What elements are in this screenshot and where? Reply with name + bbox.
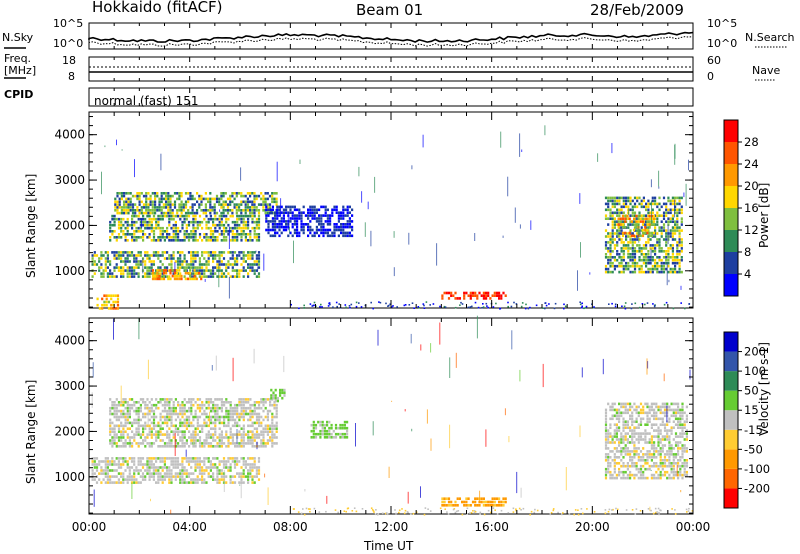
velocity-colorbar-swatch: [724, 371, 738, 391]
power-region-0: [96, 294, 120, 310]
noise-sky-label: N.Sky: [2, 31, 34, 44]
velocity-colorbar-tick-label: -15: [744, 423, 763, 437]
noise-tick-top-left: 10^5: [53, 17, 84, 30]
power-colorbar-tick-label: 24: [744, 157, 759, 171]
nave-label: Nave: [752, 64, 781, 77]
power-colorbar-swatch: [724, 142, 738, 164]
x-tick-label: 12:00: [374, 520, 409, 534]
velocity-colorbar-swatch: [724, 351, 738, 372]
power-speckle: [101, 125, 691, 310]
noise-and-freq-traces: [4, 23, 787, 106]
freq-label: Freq.: [4, 52, 32, 65]
noise-search-label: N.Search: [745, 31, 795, 44]
velocity-colorbar-tick-label: -200: [744, 481, 770, 495]
power-region-7: [604, 196, 683, 274]
nave-tick-top: 60: [707, 54, 721, 67]
y-tick-label: 3000: [54, 379, 85, 393]
velocity-colorbar-tick-label: 200: [744, 345, 766, 359]
y-tick-label: 4000: [54, 128, 85, 142]
plot-title: Hokkaido (fitACF): [92, 0, 223, 16]
y-tick-label: 3000: [54, 173, 85, 187]
velocity-region-0: [91, 457, 261, 484]
power-colorbar-tick-label: 28: [744, 135, 759, 149]
cpid-text: normal (fast) 151: [94, 94, 199, 108]
power-colorbar-tick-label: 4: [744, 267, 751, 281]
velocity-colorbar-swatch: [724, 410, 738, 430]
x-tick-label: 00:00: [72, 520, 107, 534]
power-colorbar-tick-label: 8: [744, 245, 751, 259]
power-colorbar-tick-label: 12: [744, 223, 759, 237]
velocity-region-3: [310, 420, 349, 439]
colorbars: 4 8 12 16 20 24 28 -200 -100 -50 -15 15 50 100 200: [723, 119, 770, 509]
velocity-region-5: [604, 402, 688, 480]
freq-tick-bottom: 8: [68, 70, 75, 83]
y-tick-label: 1000: [54, 264, 85, 278]
velocity-colorbar-swatch: [724, 429, 738, 450]
velocity-colorbar-tick-label: -100: [744, 462, 770, 476]
power-region-4: [114, 192, 278, 215]
x-tick-label: 04:00: [172, 520, 207, 534]
power-region-3: [109, 214, 261, 242]
power-colorbar-swatch: [724, 120, 738, 142]
x-tick-label: 20:00: [575, 520, 610, 534]
freq-tick-top: 18: [62, 54, 76, 67]
power-colorbar-swatch: [724, 164, 738, 186]
velocity-region-2: [270, 388, 286, 403]
power-region-5: [265, 205, 354, 238]
power-colorbar-swatch: [724, 230, 738, 252]
power-colorbar-swatch: [724, 252, 738, 274]
freq-unit-label: [MHz]: [4, 64, 37, 77]
noise-tick-bottom-left: 10^0: [53, 37, 84, 50]
power-colorbar-swatch: [724, 274, 738, 296]
velocity-region-4: [441, 497, 507, 507]
velocity-colorbar-swatch: [724, 488, 738, 508]
cpid-label: CPID: [4, 88, 34, 101]
velocity-region-1: [109, 398, 278, 448]
velocity-panel: 1000 2000 3000 4000 00:00 04:00 08:00 12:00 16:0…: [54, 315, 711, 534]
x-tick-label: 16:00: [474, 520, 509, 534]
noise-sky-trace: [88, 31, 694, 43]
velocity-colorbar-tick-label: 15: [744, 403, 759, 417]
nave-tick-bottom: 0: [707, 70, 714, 83]
date-label: 28/Feb/2009: [590, 1, 684, 19]
velocity-colorbar-swatch: [724, 332, 738, 352]
power-colorbar-swatch: [724, 186, 738, 208]
power-colorbar-tick-label: 16: [744, 201, 759, 215]
noise-tick-bottom-right: 10^0: [707, 37, 738, 50]
velocity-colorbar-tick-label: 100: [744, 364, 766, 378]
power-panel: 1000 2000 3000 4000: [54, 111, 694, 310]
noise-tick-top-right: 10^5: [707, 17, 738, 30]
power-region-2: [151, 269, 203, 281]
velocity-colorbar-tick-label: -50: [744, 442, 763, 456]
x-tick-label: 00:00: [676, 520, 711, 534]
y-tick-label: 2000: [54, 424, 85, 438]
velocity-speckle: [91, 315, 694, 516]
velocity-colorbar-tick-label: 50: [744, 384, 759, 398]
noise-search-trace: [88, 36, 694, 47]
velocity-colorbar-frame: [723, 331, 739, 509]
y-tick-label: 1000: [54, 470, 85, 484]
power-region-6: [441, 291, 507, 300]
velocity-frame: [88, 317, 694, 515]
y-tick-label: 4000: [54, 334, 85, 348]
power-colorbar-swatch: [724, 208, 738, 230]
power-colorbar-tick-label: 20: [744, 179, 759, 193]
beam-label: Beam 01: [356, 1, 424, 19]
velocity-colorbar-swatch: [724, 449, 738, 469]
velocity-colorbar-swatch: [724, 390, 738, 411]
y-tick-label: 2000: [54, 218, 85, 232]
x-axis-label: Time UT: [364, 539, 414, 553]
velocity-colorbar-swatch: [724, 468, 738, 489]
x-tick-label: 08:00: [273, 520, 308, 534]
